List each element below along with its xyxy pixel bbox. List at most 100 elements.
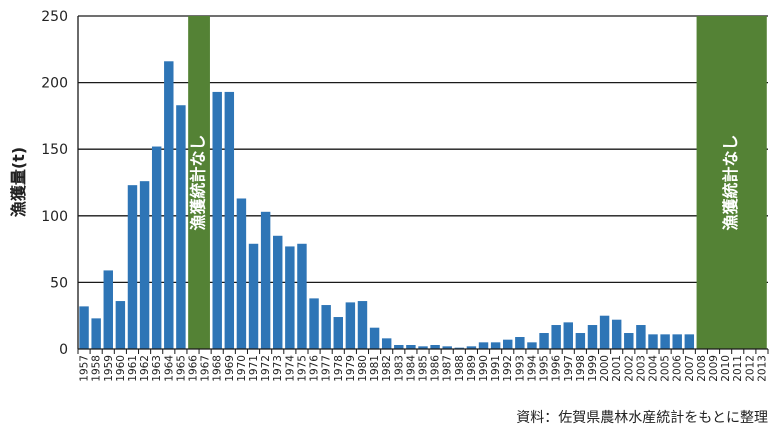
bar <box>139 181 150 349</box>
x-tick-label: 1983 <box>393 355 405 382</box>
bar <box>381 338 392 349</box>
y-tick-label: 50 <box>50 275 68 291</box>
x-tick-label: 1967 <box>200 355 212 382</box>
bar <box>151 146 162 349</box>
x-tick-label: 1998 <box>575 355 587 382</box>
x-tick-label: 1985 <box>418 355 430 382</box>
x-tick-label: 1982 <box>381 355 393 382</box>
bar <box>406 345 416 349</box>
no-data-bands: 漁獲統計なし 漁獲統計なし <box>188 16 767 349</box>
bar <box>273 235 283 349</box>
y-tick-labels: 0 50 100 150 200 250 <box>41 9 68 358</box>
bar <box>515 337 525 349</box>
bar <box>478 342 489 349</box>
x-tick-label: 1960 <box>115 355 127 382</box>
x-tick-label: 1992 <box>502 355 514 382</box>
x-tick-label: 2003 <box>635 355 647 382</box>
x-tick-label: 2007 <box>684 355 696 382</box>
x-tick-label: 2006 <box>672 355 684 382</box>
axes <box>77 16 769 354</box>
bar <box>91 318 101 349</box>
x-tick-label: 1973 <box>272 355 284 382</box>
x-tick-label: 1994 <box>526 355 538 382</box>
x-tick-label: 2012 <box>744 355 756 382</box>
bar <box>454 347 465 349</box>
bar <box>587 325 598 349</box>
bar <box>563 322 573 349</box>
x-tick-label: 1993 <box>514 355 526 382</box>
bar <box>442 346 452 349</box>
bar <box>599 315 610 349</box>
bar <box>260 211 271 349</box>
bar <box>224 91 235 349</box>
bar <box>369 327 380 349</box>
y-tick-label: 250 <box>41 9 68 25</box>
x-tick-label: 1976 <box>309 355 321 382</box>
x-tick-label: 2004 <box>648 355 660 382</box>
bar <box>430 345 440 349</box>
no-data-band <box>188 16 210 349</box>
x-tick-label: 2008 <box>696 355 708 382</box>
bars <box>79 61 695 350</box>
x-tick-labels: 1957 1958 1959 1960 1961 1962 1963 1964 1965 1966… <box>79 355 769 382</box>
x-tick-label: 1969 <box>224 355 236 382</box>
x-tick-label: 1996 <box>551 355 563 382</box>
bar <box>490 342 501 349</box>
x-tick-label: 1979 <box>345 355 357 382</box>
bar <box>357 301 368 349</box>
x-tick-label: 1977 <box>321 355 333 382</box>
bar <box>127 185 138 349</box>
no-data-band-label: 漁獲統計なし <box>721 134 740 230</box>
x-tick-label: 2005 <box>660 355 672 382</box>
x-tick-label: 1970 <box>236 355 248 382</box>
x-tick-label: 1975 <box>296 355 308 382</box>
source-note: 資料：佐賀県農林水産統計をもとに整理 <box>516 410 768 426</box>
bar <box>236 198 247 349</box>
x-tick-label: 1958 <box>91 355 103 382</box>
bar <box>394 345 404 349</box>
x-tick-label: 1989 <box>466 355 478 382</box>
x-tick-label: 1966 <box>188 355 200 382</box>
x-tick-label: 1971 <box>248 355 260 382</box>
x-tick-label: 2000 <box>599 355 611 382</box>
bar <box>636 325 646 349</box>
x-tick-label: 1978 <box>333 355 345 382</box>
bar <box>345 302 356 349</box>
no-data-band <box>696 16 767 349</box>
bar <box>648 334 658 349</box>
x-tick-label: 1995 <box>539 355 551 382</box>
bar <box>297 243 307 349</box>
y-axis-label: 漁獲量(t) <box>9 147 28 217</box>
x-tick-label: 1965 <box>175 355 187 382</box>
x-tick-label: 1980 <box>357 355 369 382</box>
bar <box>321 305 331 349</box>
bar <box>309 298 319 349</box>
x-tick-label: 1997 <box>563 355 575 382</box>
x-tick-label: 1984 <box>405 355 417 382</box>
bar <box>212 91 222 349</box>
x-tick-label: 2013 <box>756 355 768 382</box>
bar <box>79 306 89 349</box>
x-tick-label: 1974 <box>284 355 296 382</box>
bar <box>248 243 259 349</box>
y-tick-label: 200 <box>41 76 68 92</box>
bar <box>103 270 113 349</box>
x-tick-label: 2010 <box>720 355 732 382</box>
bar <box>466 346 477 349</box>
x-tick-label: 2011 <box>732 355 744 382</box>
bar <box>527 342 537 349</box>
x-tick-label: 2009 <box>708 355 720 382</box>
x-tick-label: 1987 <box>442 355 454 382</box>
bar <box>672 334 682 349</box>
x-tick-label: 2001 <box>611 355 623 382</box>
x-tick-label: 1990 <box>478 355 490 382</box>
x-tick-label: 1961 <box>127 355 139 382</box>
bar <box>551 325 561 349</box>
bar <box>624 333 634 349</box>
x-tick-label: 1964 <box>163 355 175 382</box>
bar <box>176 105 186 349</box>
y-tick-label: 150 <box>41 142 68 158</box>
bar <box>660 334 670 349</box>
bar <box>575 333 586 349</box>
